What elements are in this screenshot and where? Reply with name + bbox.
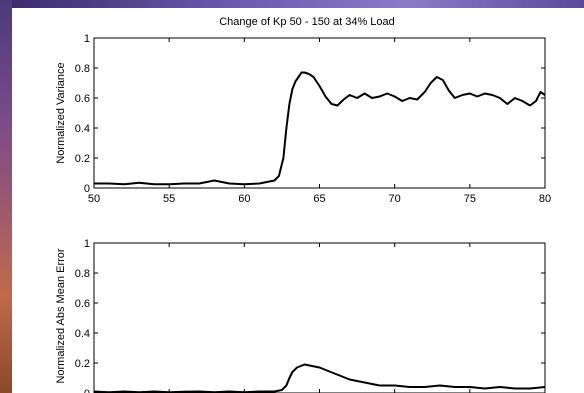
y-tick-label: 0.2 (75, 153, 90, 165)
y-tick-label: 0.4 (75, 328, 90, 340)
figure-canvas: Change of Kp 50 - 150 at 34% Load 0 0.2 0.… (55, 16, 551, 393)
y-tick-label: 0.2 (75, 358, 90, 370)
series-line (93, 363, 546, 393)
axes-frame (93, 37, 546, 189)
backdrop-left-strip (0, 0, 12, 393)
y-axis-label: Normalized Abs Mean Error (55, 248, 67, 383)
y-axis-label: Normalized Variance (55, 62, 67, 163)
y-tick-label: 0.4 (75, 123, 90, 135)
series-line (94, 71, 546, 186)
figure-window: Change of Kp 50 - 150 at 34% Load 0 0.2 0.… (12, 8, 584, 393)
x-tick-label: 70 (389, 193, 401, 205)
x-tick-label: 50 (88, 193, 100, 205)
axes-frame (93, 242, 546, 393)
x-tick-label: 55 (163, 193, 175, 205)
y-tick-label: 1 (84, 238, 90, 250)
y-tick-label: 0.6 (75, 298, 90, 310)
y-tick-label: 0.8 (75, 63, 90, 75)
plot-normalized-variance: 0 0.2 0.4 0.6 0.8 1 50 55 60 65 70 75 80 Normalized V… (55, 33, 551, 205)
x-tick-label: 65 (313, 193, 325, 205)
y-tick-label: 1 (84, 33, 90, 45)
plot-normalized-abs-mean-error: 0 0.2 0.4 0.6 0.8 1 Normalized Abs Mean Error (55, 238, 546, 393)
x-tick-label: 75 (464, 193, 476, 205)
y-tick-label: 0.6 (75, 93, 90, 105)
y-tick-label: 0 (84, 388, 90, 393)
y-tick-label: 0 (84, 183, 90, 195)
x-tick-label: 60 (238, 193, 250, 205)
backdrop-top-strip (0, 0, 584, 8)
figure-title: Change of Kp 50 - 150 at 34% Load (219, 16, 395, 28)
x-tick-label: 80 (539, 193, 551, 205)
y-tick-label: 0.8 (75, 268, 90, 280)
